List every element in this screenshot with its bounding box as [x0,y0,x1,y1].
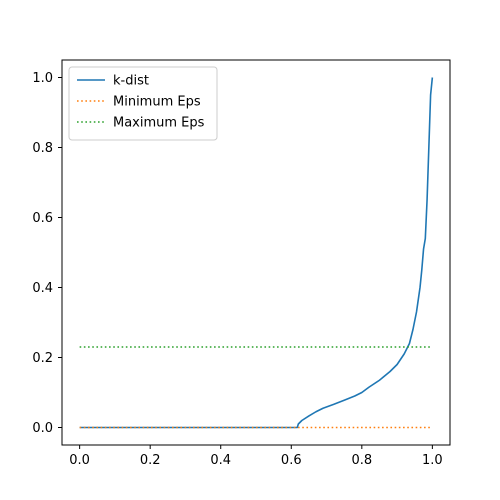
legend-label: Maximum Eps [113,116,205,131]
x-tick-label: 0.4 [210,453,231,468]
legend: k-dist Minimum Eps Maximum Eps [68,66,218,141]
x-tick-label: 0.2 [140,453,161,468]
y-tick-label: 0.2 [32,351,53,366]
legend-box [68,66,218,141]
x-tick-label: 0.0 [69,453,90,468]
legend-label: k-dist [113,74,149,89]
axes-frame [61,59,451,446]
y-tick-label: 0.8 [32,141,53,156]
legend-label: Minimum Eps [113,95,201,110]
x-tick-label: 1.0 [422,453,443,468]
y-tick-label: 0.6 [32,211,53,226]
series-line-k-dist [79,77,434,429]
series-layer [79,77,434,429]
axes-layer: 0.0 0.2 0.4 0.6 0.8 1.0 0.0 0.2 0.4 0.6 0.8 1.0 [32,59,451,468]
x-tick-label: 0.6 [281,453,302,468]
y-tick-label: 0.4 [32,281,53,296]
y-tick-label: 0.0 [32,421,53,436]
x-tick-label: 0.8 [351,453,372,468]
y-tick-label: 1.0 [32,71,53,86]
